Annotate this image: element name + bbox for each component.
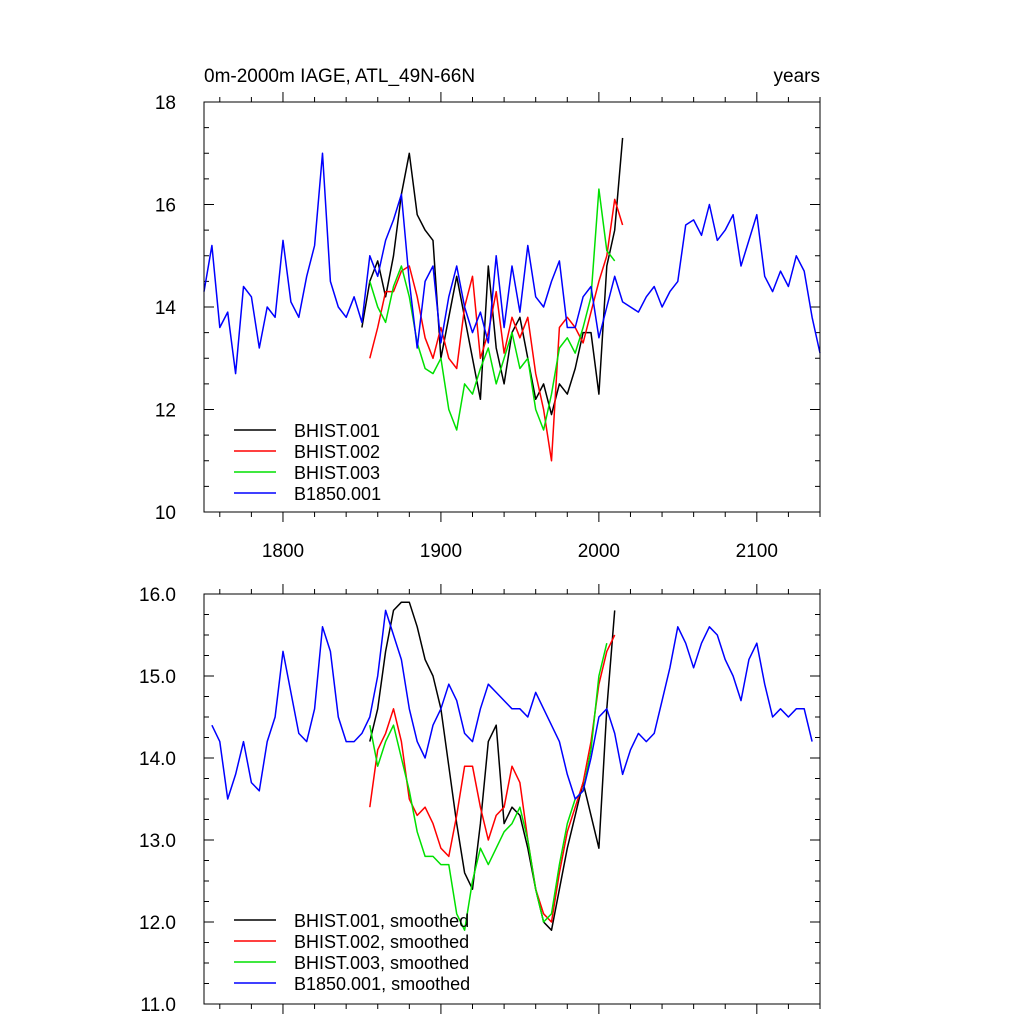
series-line-b1850-001 (203, 152, 821, 375)
top-series-group (203, 137, 821, 462)
smoothed-timeseries-panel: 11.0 12.0 13.0 14.0 15.0 16.0 BHIST.001, smoo… (139, 584, 821, 1016)
top-plot-frame (203, 101, 821, 513)
bottom-plot-frame (203, 593, 821, 1005)
y-tick-label: 16 (155, 196, 176, 217)
series-line-b1850-001-smoothed (211, 609, 813, 800)
y-tick-label: 11.0 (140, 995, 176, 1016)
legend-label: BHIST.001, smoothed (294, 911, 469, 931)
y-tick-label: 12 (155, 401, 176, 422)
legend-label: BHIST.001 (294, 421, 380, 441)
series-line-bhist-003 (369, 188, 616, 431)
y-tick-label: 10 (155, 503, 176, 524)
x-tick-label: 1800 (262, 541, 304, 562)
legend-label: BHIST.002, smoothed (294, 932, 469, 952)
legend-label: B1850.001 (294, 484, 381, 504)
legend-label: B1850.001, smoothed (294, 974, 470, 994)
y-tick-label: 16.0 (139, 585, 176, 606)
y-tick-label: 13.0 (139, 831, 176, 852)
legend-label: BHIST.003, smoothed (294, 953, 469, 973)
series-line-bhist-002-smoothed (369, 634, 616, 923)
legend-label: BHIST.002 (294, 442, 380, 462)
x-tick-label: 2100 (736, 541, 778, 562)
y-tick-label: 14 (155, 298, 177, 319)
y-tick-label: 14.0 (139, 749, 176, 770)
y-tick-label: 15.0 (139, 667, 176, 688)
y-tick-label: 18 (155, 93, 176, 114)
x-tick-label: 1900 (420, 541, 462, 562)
series-line-bhist-003-smoothed (369, 643, 608, 931)
raw-timeseries-panel: 0m-2000m IAGE, ATL_49N-66N years 10 12 14 1… (155, 66, 821, 562)
series-line-bhist-001-smoothed (369, 601, 616, 931)
legend-label: BHIST.003 (294, 463, 380, 483)
chart-title: 0m-2000m IAGE, ATL_49N-66N (204, 66, 475, 87)
y-tick-label: 12.0 (139, 913, 176, 934)
x-tick-label: 2000 (578, 541, 620, 562)
units-label: years (774, 66, 820, 87)
bottom-series-group (211, 601, 813, 931)
